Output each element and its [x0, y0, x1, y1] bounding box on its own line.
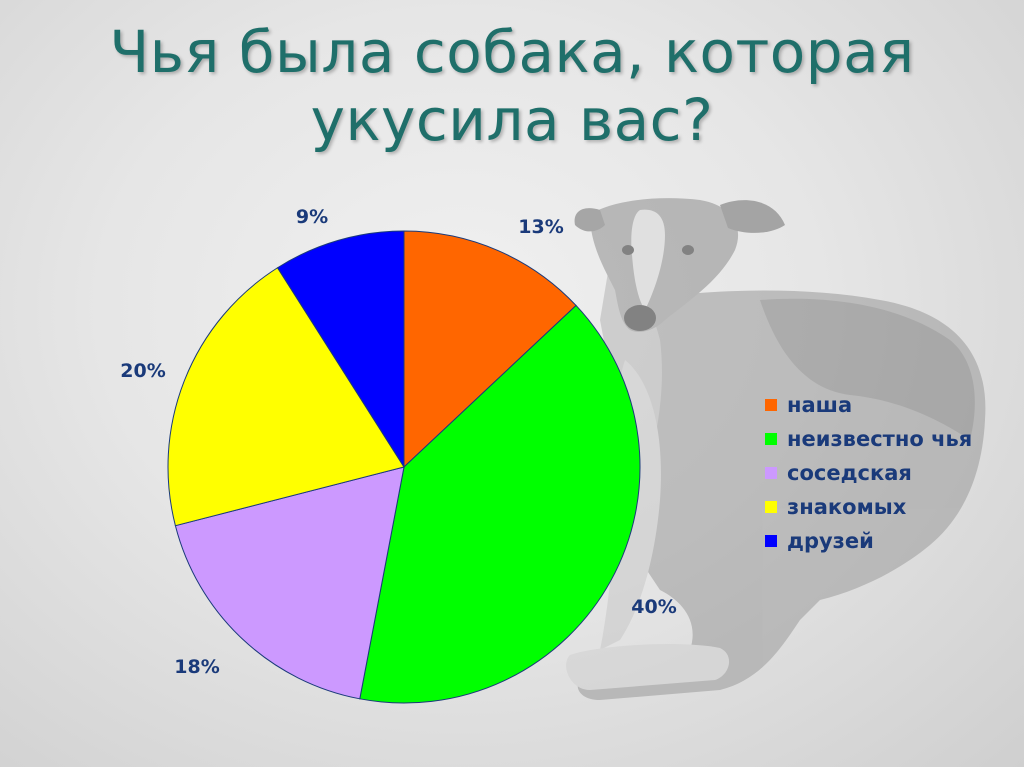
legend-swatch-5: [765, 535, 777, 547]
pie-slice-4: [167, 267, 405, 527]
legend-swatch-4: [765, 501, 777, 513]
data-label-2: 40%: [631, 596, 676, 618]
legend-item-5: друзей: [765, 524, 972, 558]
chart-legend: наша неизвестно чья соседская знакомых друзе…: [765, 388, 972, 558]
legend-label-4: знакомых: [787, 495, 907, 519]
data-label-3: 18%: [174, 656, 219, 678]
legend-swatch-2: [765, 433, 777, 445]
legend-label-3: соседская: [787, 461, 912, 485]
legend-item-3: соседская: [765, 456, 972, 490]
legend-item-4: знакомых: [765, 490, 972, 524]
data-label-1: 13%: [518, 216, 563, 238]
legend-swatch-3: [765, 467, 777, 479]
legend-item-1: наша: [765, 388, 972, 422]
data-label-5: 9%: [296, 206, 328, 228]
slide-title: Чья была собака, которая укусила вас?: [109, 18, 915, 154]
legend-swatch-1: [765, 399, 777, 411]
pie-slice-2: [359, 304, 641, 704]
legend-item-2: неизвестно чья: [765, 422, 972, 456]
pie-slice-5: [276, 230, 405, 469]
data-label-4: 20%: [120, 360, 165, 382]
legend-label-5: друзей: [787, 529, 874, 553]
legend-label-2: неизвестно чья: [787, 427, 973, 451]
legend-label-1: наша: [787, 393, 853, 417]
pie-slice-1: [403, 230, 577, 469]
pie-slice-3: [174, 466, 405, 700]
